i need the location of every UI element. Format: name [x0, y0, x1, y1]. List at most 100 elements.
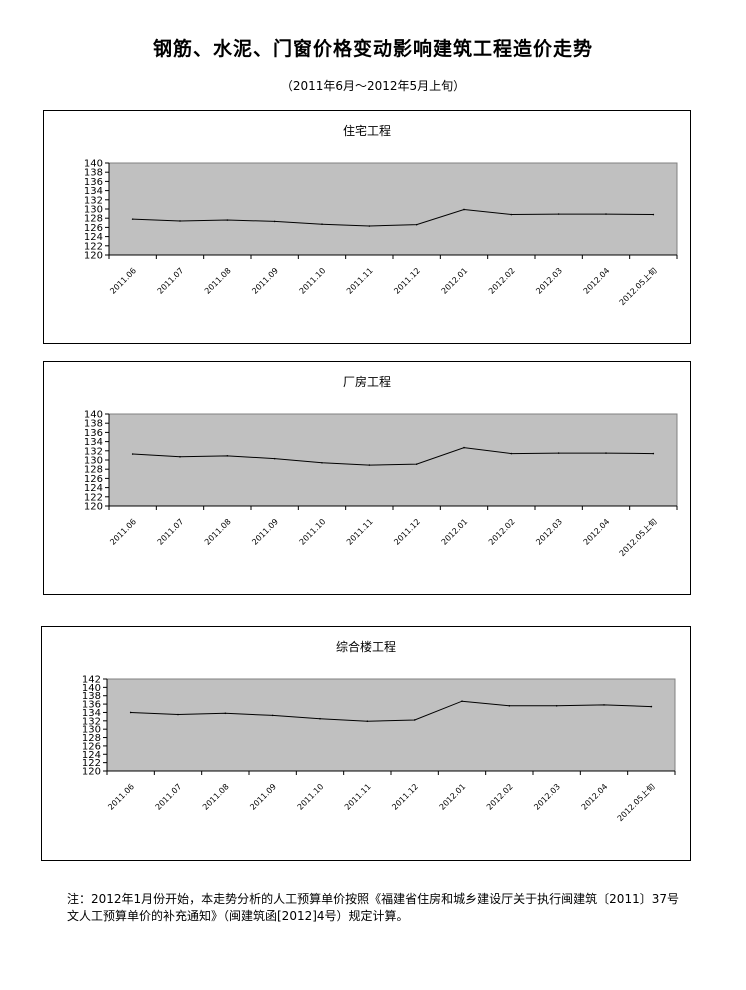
data-point [555, 704, 558, 707]
x-tick-label: 2012.03 [532, 782, 562, 812]
y-tick-label: 122 [84, 241, 103, 252]
y-tick-label: 120 [84, 502, 103, 513]
y-tick-label: 124 [82, 750, 101, 761]
y-tick-label: 126 [84, 223, 103, 234]
x-tick-label: 2011.12 [390, 782, 420, 812]
data-point [271, 714, 274, 717]
series-line [132, 447, 654, 466]
data-point [319, 717, 321, 720]
x-tick-label: 2011.12 [392, 266, 422, 296]
x-tick-label: 2012.02 [487, 266, 517, 296]
y-tick-label: 122 [82, 758, 101, 769]
data-point [321, 461, 323, 464]
x-tick-label: 2012.01 [438, 782, 468, 812]
data-point [273, 220, 276, 223]
y-tick-label: 130 [84, 456, 103, 467]
data-point [321, 223, 323, 225]
data-point [226, 219, 229, 221]
data-point [179, 455, 181, 458]
y-tick-label: 130 [84, 205, 103, 216]
x-tick-label: 2011.09 [248, 782, 278, 812]
data-point [273, 457, 276, 460]
data-point [224, 712, 227, 715]
x-tick-label: 2011.07 [156, 517, 186, 547]
x-tick-label: 2012.05上旬 [617, 516, 659, 558]
y-tick-label: 132 [84, 446, 103, 457]
x-tick-label: 2012.03 [534, 517, 564, 547]
series-line [132, 208, 654, 227]
x-tick-label: 2011.10 [298, 517, 328, 547]
x-tick-label: 2012.01 [440, 266, 470, 296]
y-tick-label: 138 [84, 419, 103, 430]
y-tick-label: 136 [84, 177, 103, 188]
x-tick-label: 2012.05上旬 [615, 781, 657, 823]
y-tick-label: 128 [82, 733, 101, 744]
x-tick-label: 2011.11 [343, 782, 373, 812]
data-point [557, 452, 560, 454]
data-point [605, 213, 607, 215]
footnote-line-1: 注：2012年1月份开始，本走势分析的人工预算单价按照《福建省住房和城乡建设厅关… [67, 892, 679, 906]
y-tick-label: 128 [84, 465, 103, 476]
data-point [510, 213, 513, 216]
y-tick-label: 124 [84, 483, 103, 494]
y-tick-label: 120 [84, 251, 103, 262]
chart-panel-residential: 住宅工程 120 122 124 126 128 130 132 134 136 138 140 201… [43, 110, 691, 344]
x-tick-label: 2012.04 [580, 782, 610, 812]
y-tick-label: 136 [82, 700, 101, 711]
x-tick-label: 2011.11 [345, 517, 375, 547]
data-point [131, 453, 134, 455]
data-point [415, 463, 418, 465]
footnote-line-2: 文人工预算单价的补充通知》（闽建筑函[2012]4号）规定计算。 [67, 909, 409, 923]
x-tick-label: 2011.09 [250, 517, 280, 547]
chart-panel-factory: 厂房工程 120 122 124 126 128 130 132 134 136 138 140 201… [43, 361, 691, 595]
y-tick-label: 124 [84, 232, 103, 243]
x-tick-label: 2012.04 [582, 517, 612, 547]
page-title: 钢筋、水泥、门窗价格变动影响建筑工程造价走势 [152, 38, 593, 60]
data-point [226, 455, 229, 457]
chart-title: 住宅工程 [343, 123, 391, 138]
x-tick-label: 2011.08 [201, 782, 231, 812]
chart-title: 综合楼工程 [336, 639, 396, 654]
y-tick-label: 120 [82, 767, 101, 778]
x-tick-label: 2011.08 [203, 517, 233, 547]
data-point [131, 218, 134, 220]
data-point [508, 704, 511, 707]
series-line [130, 700, 652, 722]
data-point [652, 213, 655, 216]
x-tick-label: 2012.01 [440, 517, 470, 547]
y-tick-label: 134 [84, 437, 103, 448]
data-point [652, 452, 655, 455]
x-tick-label: 2012.03 [534, 266, 564, 296]
data-point [177, 713, 179, 716]
y-tick-label: 134 [84, 186, 103, 197]
x-tick-label: 2012.05上旬 [617, 265, 659, 307]
x-tick-label: 2011.07 [154, 782, 184, 812]
data-point [603, 704, 605, 706]
plot-area [108, 413, 678, 507]
y-tick-label: 138 [84, 168, 103, 179]
data-point [129, 711, 132, 714]
page-subtitle: （2011年6月～2012年5月上旬） [280, 79, 466, 93]
y-tick-label: 126 [82, 741, 101, 752]
y-tick-label: 128 [84, 214, 103, 225]
data-point [366, 720, 369, 723]
chart-panel-office: 综合楼工程 120 122 124 126 128 130 132 134 136 138 140 14… [41, 626, 691, 861]
footnote: 注：2012年1月份开始，本走势分析的人工预算单价按照《福建省住房和城乡建设厅关… [67, 891, 707, 925]
x-tick-label: 2012.02 [485, 782, 515, 812]
data-point [368, 225, 371, 227]
data-point [463, 208, 465, 211]
data-point [413, 719, 416, 721]
data-point [650, 705, 653, 708]
data-point [368, 464, 371, 466]
x-tick-label: 2011.08 [203, 266, 233, 296]
x-tick-label: 2011.10 [296, 782, 326, 812]
data-point [557, 213, 560, 215]
chart-svg-office: 综合楼工程 12012212412612813013213413613814014… [82, 639, 676, 823]
x-tick-label: 2012.04 [582, 266, 612, 296]
y-tick-label: 140 [84, 159, 103, 170]
data-point [179, 220, 181, 222]
y-tick-label: 132 [84, 195, 103, 206]
y-tick-label: 138 [82, 691, 101, 702]
y-tick-label: 122 [84, 492, 103, 503]
y-tick-label: 140 [84, 410, 103, 421]
